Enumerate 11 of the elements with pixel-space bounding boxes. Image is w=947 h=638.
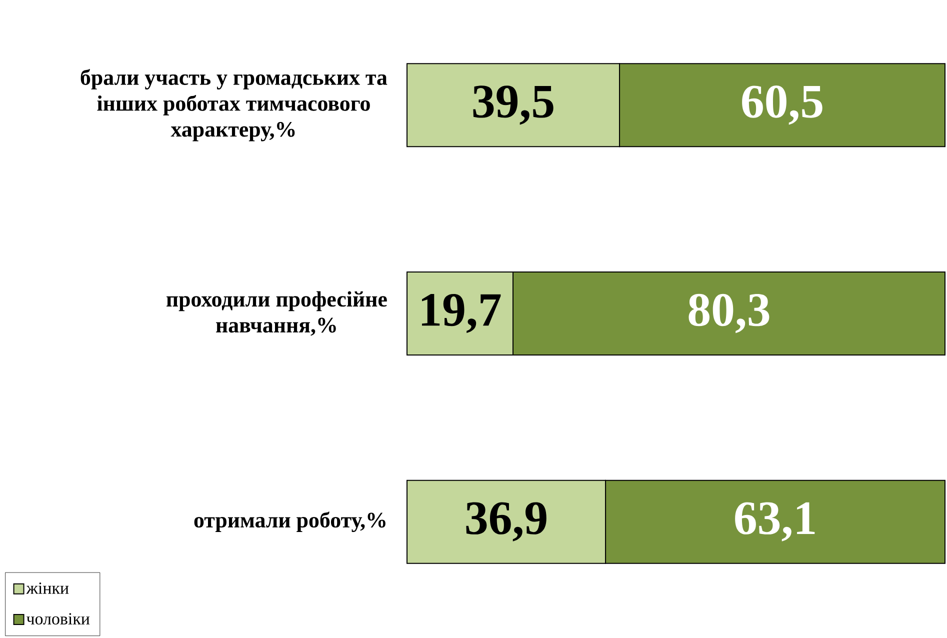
data-label: 80,3 <box>688 294 770 334</box>
data-label: 60,5 <box>742 86 822 125</box>
y-tick-label: отримали роботу,% <box>194 512 386 532</box>
data-label: 36,9 <box>466 502 546 542</box>
y-tick-label: брали участь у громадських та інших роботах тимчасового характеру,% <box>80 69 388 142</box>
y-tick-label: проходили професійне навчання,% <box>166 291 387 336</box>
legend-label: жінки <box>26 582 69 594</box>
data-label: 39,5 <box>473 86 554 125</box>
data-label: 19,7 <box>422 294 501 334</box>
legend-label: чоловіки <box>26 613 90 625</box>
data-label: 63,1 <box>735 502 815 542</box>
